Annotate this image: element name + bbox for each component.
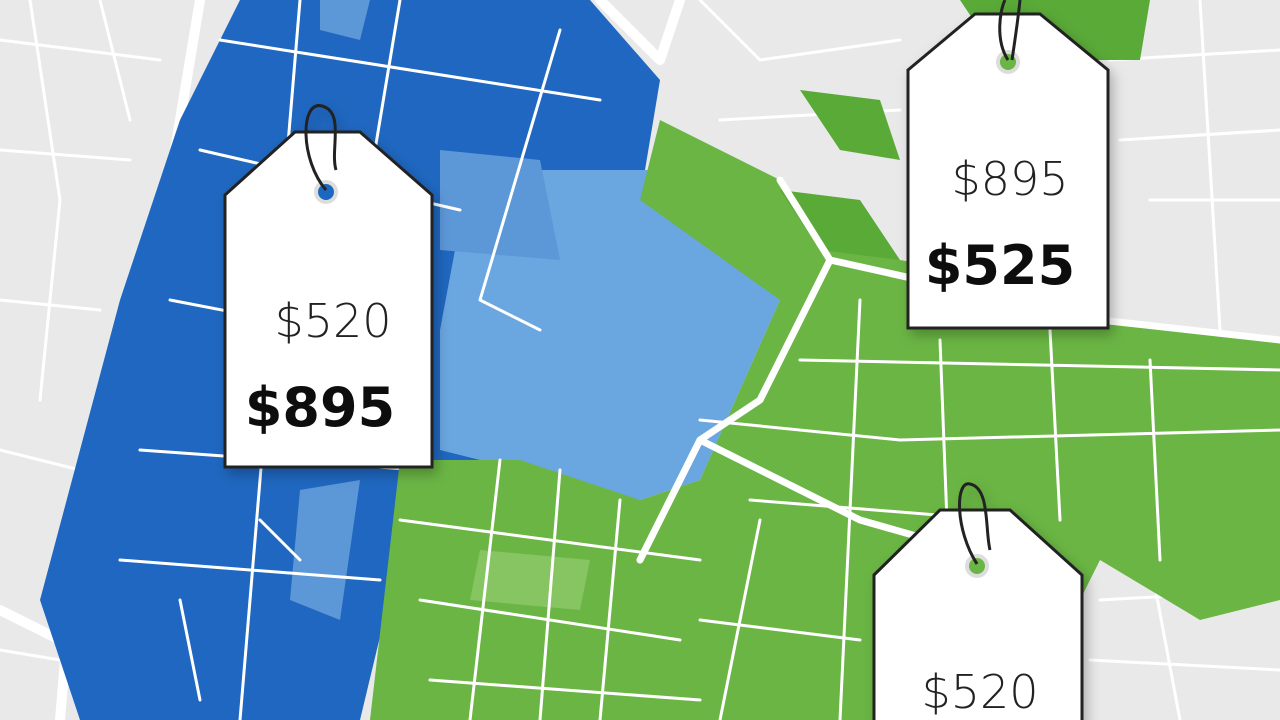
price-tag: $895 $525 xyxy=(906,0,1110,330)
tag-hole xyxy=(314,180,338,204)
new-price: $895 xyxy=(245,376,395,439)
price-tag: $520 xyxy=(872,482,1084,720)
old-price: $520 xyxy=(274,294,391,348)
new-price: $525 xyxy=(925,234,1075,297)
tag-hole xyxy=(996,50,1020,74)
green-block xyxy=(470,550,590,610)
blue-blocks xyxy=(290,0,560,620)
tag-hole xyxy=(965,554,989,578)
tag-body xyxy=(906,12,1110,330)
price-tag: $520 $895 xyxy=(223,104,434,469)
old-price: $520 xyxy=(921,665,1038,719)
tag-string xyxy=(998,0,1022,61)
tag-string xyxy=(958,482,992,565)
tag-body xyxy=(872,508,1084,720)
tag-body xyxy=(223,130,434,469)
old-price: $895 xyxy=(951,152,1068,206)
tag-string xyxy=(304,104,338,191)
